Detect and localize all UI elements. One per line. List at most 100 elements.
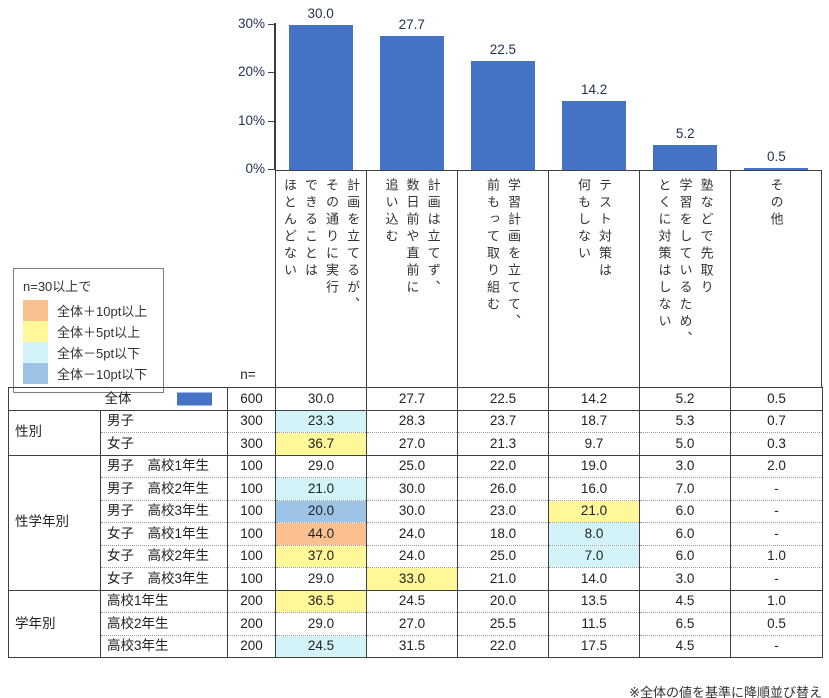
bar-chart: 30% 20% 10% 0% 30.0 27.7 22.5 14.2 5.2 0.5 (238, 0, 822, 176)
value-cell: 7.0 (639, 477, 731, 500)
value-cell: 18.0 (457, 522, 549, 545)
bar (470, 61, 535, 170)
bar-column: 22.5 (457, 0, 548, 170)
value-cell: 14.0 (548, 567, 640, 590)
y-axis-tick (268, 169, 275, 170)
value-cell: 26.0 (457, 477, 549, 500)
n-cell: 200 (227, 612, 276, 635)
value-cell: 24.0 (366, 544, 458, 568)
legend-color-swatch (23, 300, 48, 321)
bar (744, 167, 809, 170)
value-cell: 14.2 (548, 387, 640, 410)
n-cell: 100 (227, 477, 276, 500)
value-cell: 6.0 (639, 499, 731, 523)
legend-color-swatch (23, 321, 48, 342)
value-cell: 44.0 (275, 522, 367, 545)
value-cell: 2.0 (730, 454, 823, 478)
value-cell: 30.0 (275, 387, 367, 410)
value-cell: 5.0 (639, 432, 731, 455)
row-label: 女子 高校1年生 (100, 522, 228, 545)
value-cell: 25.5 (457, 612, 549, 635)
value-cell: 21.0 (457, 567, 549, 590)
category-header-text: 計画は立てず、 数日前や直前に 追い込む (383, 178, 441, 297)
table-row: 女子 高校2年生 100 37.0 24.0 25.0 7.0 6.0 1.0 (9, 544, 823, 568)
legend-items: 全体＋10pt以上全体＋5pt以上 全体－5pt以下 全体－10pt以下 (23, 300, 155, 384)
legend-item: 全体－10pt以下 (23, 363, 155, 384)
legend-item: 全体＋10pt以上 (23, 300, 155, 321)
value-cell: 5.2 (639, 387, 731, 410)
legend-title: n=30以上で (23, 279, 92, 294)
y-axis-tick-label: 10% (237, 112, 265, 128)
value-cell: - (730, 634, 823, 658)
value-cell: 7.0 (548, 544, 640, 568)
value-cell: 24.5 (366, 589, 458, 613)
bar-value-label: 5.2 (675, 125, 695, 141)
legend-item-label: 全体－10pt以下 (57, 367, 148, 382)
value-cell: 29.0 (275, 567, 367, 590)
value-cell: 22.5 (457, 387, 549, 410)
value-cell: - (730, 477, 823, 500)
value-cell: 29.0 (275, 612, 367, 635)
bar (288, 25, 353, 170)
bar-column: 30.0 (275, 0, 366, 170)
value-cell: 23.0 (457, 499, 549, 523)
bar-value-label: 0.5 (767, 148, 786, 164)
y-axis-line (274, 23, 276, 170)
value-cell: 23.3 (275, 409, 367, 433)
value-cell: 30.0 (366, 477, 458, 500)
bar-column: 14.2 (549, 0, 640, 170)
value-cell: 6.5 (639, 612, 731, 635)
legend-item-label: 全体－5pt以下 (57, 346, 141, 361)
category-header-cell: その他 (730, 171, 821, 387)
row-label: 女子 (100, 432, 228, 455)
bar (653, 144, 718, 170)
value-cell: 8.0 (548, 522, 640, 545)
category-header-text: 計画を立てるが、 その通りに実行 できることは ほとんどない (281, 178, 361, 314)
value-cell: 16.0 (548, 477, 640, 500)
legend-item-label: 全体＋5pt以上 (57, 325, 141, 340)
value-cell: 25.0 (457, 544, 549, 568)
table-row: 男子 高校2年生 100 21.0 30.0 26.0 16.0 7.0- (9, 477, 823, 500)
value-cell: 30.0 (366, 499, 458, 523)
legend-item: 全体＋5pt以上 (23, 321, 155, 342)
row-label: 男子 高校1年生 (100, 454, 228, 478)
value-cell: 9.7 (548, 432, 640, 455)
y-axis-tick (268, 24, 275, 25)
value-cell: 1.0 (730, 589, 823, 613)
row-label: 高校3年生 (100, 634, 228, 658)
n-cell: 300 (227, 432, 276, 455)
group-label: 性別 (8, 409, 101, 455)
category-header-text: 学習計画を立てて、 前もって取り組む (485, 178, 522, 331)
row-label: 男子 高校2年生 (100, 477, 228, 500)
row-label: 男子 高校3年生 (100, 499, 228, 523)
value-cell: 33.0 (366, 567, 458, 590)
value-cell: 27.0 (366, 432, 458, 455)
legend-color-swatch (23, 363, 48, 384)
bar-column: 0.5 (731, 0, 822, 170)
bars: 30.0 27.7 22.5 14.2 5.2 0.5 (275, 0, 822, 170)
category-header-text: その他 (768, 178, 784, 229)
overall-color-swatch (177, 392, 212, 406)
data-table: 全体 600 30.0 27.7 22.5 14.2 5.2 0.5 性別 男子 300 23.3 28… (8, 387, 823, 658)
row-label: 男子 (100, 409, 228, 433)
value-cell: 28.3 (366, 409, 458, 433)
y-axis-tick-label: 20% (237, 64, 265, 80)
value-cell: 36.5 (275, 589, 367, 613)
value-cell: 17.5 (548, 634, 640, 658)
y-axis-tick (268, 72, 275, 74)
bar-value-label: 14.2 (580, 82, 608, 98)
category-header-cell: テスト対策は 何もしない (548, 171, 639, 387)
n-cell: 200 (227, 634, 276, 658)
n-cell: 200 (227, 589, 276, 613)
highlight-legend: n=30以上で 全体＋10pt以上全体＋5pt以上 全体－5pt以下 全体－10pt… (13, 268, 164, 393)
table-row: 女子 高校1年生 100 44.0 24.0 18.0 8.0 6.0- (9, 522, 823, 545)
table-body: 全体 600 30.0 27.7 22.5 14.2 5.2 0.5 性別 男子 300 23.3 28… (8, 387, 823, 658)
value-cell: 37.0 (275, 544, 367, 568)
category-header-text: テスト対策は 何もしない (576, 178, 613, 280)
value-cell: 5.3 (639, 409, 731, 433)
overall-label-text: 全体 (104, 390, 132, 406)
n-cell: 100 (227, 522, 276, 545)
value-cell: 22.0 (457, 454, 549, 478)
bar-value-label: 27.7 (398, 17, 425, 33)
value-cell: 11.5 (548, 612, 640, 635)
